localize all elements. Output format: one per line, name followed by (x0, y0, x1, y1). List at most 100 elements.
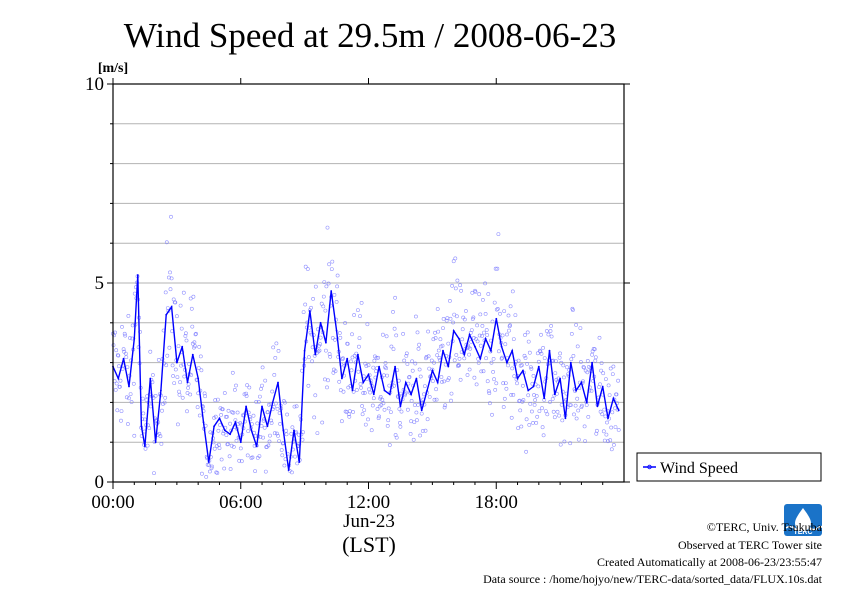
scatter-point (605, 420, 609, 425)
series-point (516, 377, 519, 380)
scatter-point (475, 323, 480, 328)
scatter-point (371, 396, 376, 401)
scatter-point (274, 341, 279, 346)
scatter-point (405, 407, 410, 412)
scatter-point (164, 363, 169, 368)
scatter-point (280, 453, 285, 458)
scatter-point (503, 381, 508, 386)
scatter-point (228, 421, 233, 426)
scatter-point (120, 324, 124, 329)
scatter-point (263, 378, 268, 383)
scatter-point (601, 429, 606, 434)
scatter-point (473, 289, 478, 294)
scatter-point (350, 332, 354, 337)
scatter-point (359, 300, 364, 305)
scatter-point (372, 358, 377, 363)
scatter-point (282, 463, 287, 468)
series-point (234, 421, 237, 424)
scatter-point (460, 327, 465, 332)
scatter-point (614, 392, 619, 397)
scatter-point (173, 300, 178, 305)
scatter-point (417, 367, 422, 372)
scatter-point (463, 309, 468, 313)
scatter-point (234, 383, 238, 388)
x-tick-label: 00:00 (91, 492, 134, 513)
scatter-point (341, 389, 346, 394)
scatter-point (516, 426, 521, 431)
scatter-point (238, 446, 243, 451)
scatter-point (153, 393, 158, 398)
scatter-point (491, 356, 496, 361)
scatter-point (384, 366, 389, 371)
scatter-point (567, 368, 572, 372)
scatter-point (174, 314, 179, 319)
scatter-point (250, 455, 255, 460)
scatter-point (376, 355, 381, 360)
scatter-point (604, 432, 609, 437)
scatter-point (431, 337, 436, 342)
scatter-point (524, 417, 529, 422)
scatter-point (603, 414, 608, 419)
scatter-point (349, 368, 354, 373)
scatter-point (426, 329, 431, 334)
scatter-point (454, 314, 459, 319)
scatter-point (429, 358, 434, 363)
scatter-point (490, 319, 495, 324)
scatter-point (576, 408, 581, 413)
scatter-point (575, 396, 580, 401)
scatter-point (433, 330, 437, 335)
scatter-point (444, 318, 449, 323)
scatter-point (273, 401, 278, 406)
scatter-point (123, 351, 128, 356)
scatter-point (439, 375, 444, 379)
scatter-point (244, 391, 249, 396)
scatter-point (207, 469, 212, 474)
scatter-point (458, 283, 463, 288)
scatter-point (366, 363, 371, 368)
scatter-point (462, 356, 467, 361)
scatter-point (318, 342, 323, 347)
scatter-point (360, 412, 365, 417)
scatter-point (546, 332, 551, 337)
scatter-point (130, 323, 135, 328)
scatter-point (521, 383, 525, 388)
scatter-point (538, 348, 542, 353)
scatter-point (380, 397, 385, 402)
scatter-point (175, 375, 180, 380)
series-point (537, 365, 540, 368)
scatter-point (224, 433, 229, 438)
scatter-point (266, 443, 271, 448)
scatter-point (447, 298, 452, 303)
scatter-point (152, 471, 156, 476)
series-point (500, 345, 503, 348)
scatter-point (489, 360, 494, 365)
scatter-point (533, 398, 538, 402)
scatter-point (284, 432, 289, 437)
scatter-point (452, 358, 457, 363)
scatter-point (257, 454, 262, 459)
scatter-point (553, 371, 558, 376)
scatter-point (122, 331, 127, 336)
series-point (133, 337, 136, 340)
x-tick-label: 12:00 (347, 492, 390, 513)
scatter-point (485, 379, 490, 384)
series-point (255, 445, 258, 448)
y-axis: 0 5 10 (85, 74, 630, 493)
scatter-point (410, 368, 415, 373)
scatter-point (226, 442, 230, 446)
scatter-point (305, 267, 310, 271)
scatter-point (165, 353, 170, 358)
series-point (197, 377, 200, 380)
scatter-point (453, 256, 458, 261)
series-point (341, 377, 343, 380)
scatter-point (541, 345, 546, 350)
series-point (362, 381, 365, 384)
x-tick-label: 06:00 (219, 492, 262, 513)
scatter-point (581, 365, 586, 369)
scatter-point (269, 418, 274, 423)
scatter-point (412, 420, 417, 425)
series-point (367, 373, 370, 376)
scatter-point (526, 339, 531, 344)
scatter-point (256, 399, 261, 404)
scatter-point (340, 357, 345, 362)
